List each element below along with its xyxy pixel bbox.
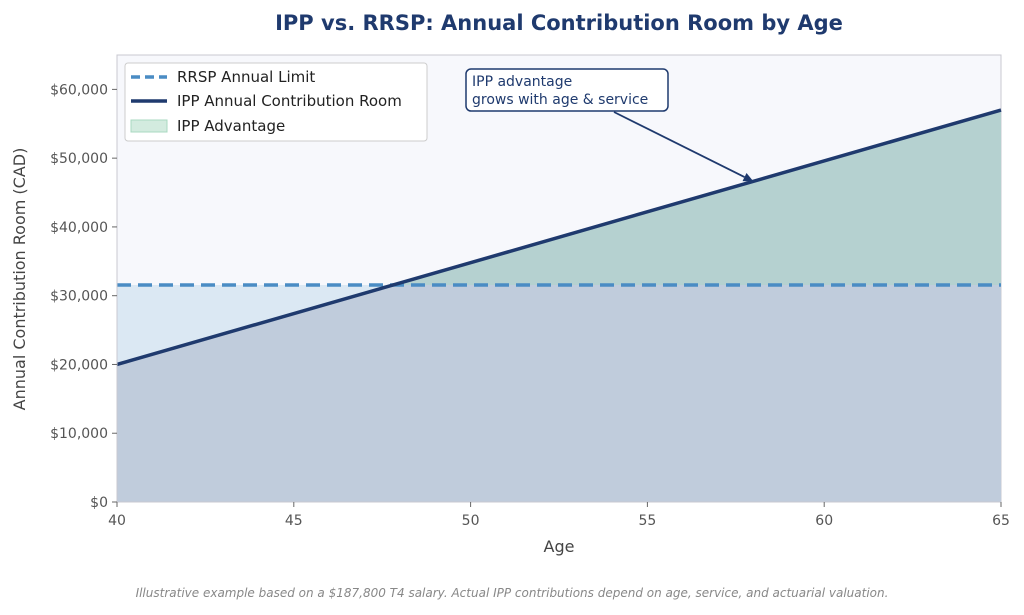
chart: IPP vs. RRSP: Annual Contribution Room b… <box>10 11 1010 556</box>
x-tick-label: 65 <box>992 513 1010 529</box>
annotation-line-2: grows with age & service <box>472 92 648 108</box>
x-axis-label: Age <box>544 537 575 556</box>
annotation-box <box>465 68 669 112</box>
annotation-arrow <box>613 111 745 178</box>
footnote: Illustrative example based on a $187,800… <box>135 586 889 600</box>
legend: RRSP Annual Limit IPP Annual Contributio… <box>124 62 428 142</box>
x-tick-label: 40 <box>108 513 126 529</box>
legend-box <box>124 62 428 142</box>
x-tick-label: 60 <box>815 513 833 529</box>
y-tick-label: $40,000 <box>50 220 108 236</box>
annotation-arrowhead <box>742 173 754 182</box>
legend-swatch-advantage <box>130 119 168 133</box>
ipp-region-fill <box>117 110 1001 502</box>
annotation: IPP advantage grows with age & service <box>465 68 754 182</box>
ipp-contribution-line <box>116 108 1002 367</box>
y-tick-label: $10,000 <box>50 426 108 442</box>
legend-label-ipp: IPP Annual Contribution Room <box>177 92 402 110</box>
y-tick-label: $30,000 <box>50 289 108 305</box>
y-tick-label: $60,000 <box>50 82 108 98</box>
chart-title: IPP vs. RRSP: Annual Contribution Room b… <box>275 11 843 35</box>
y-tick-label: $0 <box>90 495 108 511</box>
y-tick-label: $50,000 <box>50 151 108 167</box>
legend-label-rrsp: RRSP Annual Limit <box>177 68 315 86</box>
x-tick-label: 55 <box>638 513 656 529</box>
annotation-line-1: IPP advantage <box>472 74 572 90</box>
y-axis-label: Annual Contribution Room (CAD) <box>10 148 29 411</box>
y-tick-label: $20,000 <box>50 357 108 373</box>
x-tick-label: 45 <box>285 513 303 529</box>
legend-label-advantage: IPP Advantage <box>177 117 285 135</box>
x-tick-label: 50 <box>462 513 480 529</box>
